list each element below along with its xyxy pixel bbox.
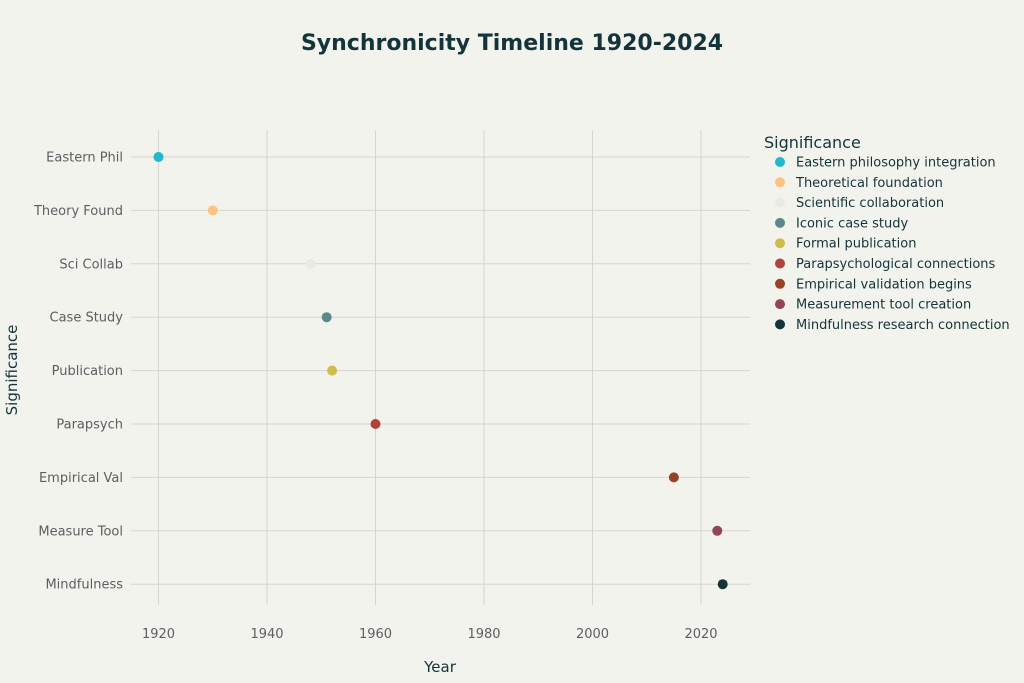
legend-label: Mindfulness research connection (796, 318, 1010, 333)
legend-marker (775, 299, 785, 310)
legend: Significance Eastern philosophy integrat… (764, 133, 1010, 333)
legend-marker (775, 258, 785, 269)
data-point (327, 365, 338, 376)
x-tick-label: 1940 (250, 627, 283, 642)
x-axis-label: Year (423, 658, 457, 676)
data-point (717, 579, 728, 590)
data-point (207, 205, 218, 216)
y-tick-label: Empirical Val (39, 471, 123, 486)
legend-label: Empirical validation begins (796, 277, 972, 292)
legend-label: Eastern philosophy integration (796, 156, 996, 171)
data-point (668, 472, 679, 483)
legend-label: Scientific collaboration (796, 196, 944, 211)
x-tick-label: 1920 (142, 627, 175, 642)
y-axis-label: Significance (3, 325, 21, 416)
data-point (153, 152, 164, 162)
legend-title: Significance (764, 133, 861, 152)
y-tick-label: Parapsych (56, 418, 123, 433)
legend-marker (775, 278, 785, 289)
legend-marker (775, 197, 785, 208)
y-gridlines (131, 156, 750, 585)
legend-label: Formal publication (796, 237, 916, 252)
x-tick-label: 1980 (467, 627, 500, 642)
y-tick-label: Case Study (50, 311, 124, 326)
y-tick-label: Mindfulness (45, 578, 123, 593)
data-points (153, 152, 728, 590)
y-tick-label: Sci Collab (59, 257, 123, 272)
x-tick-label: 2000 (576, 627, 609, 642)
data-point (305, 258, 316, 269)
data-point (370, 419, 381, 429)
legend-label: Theoretical foundation (795, 176, 943, 191)
y-tick-label: Eastern Phil (46, 151, 123, 166)
y-tick-label: Measure Tool (38, 524, 123, 539)
y-tick-label: Publication (52, 364, 123, 379)
data-point (712, 525, 723, 536)
x-tick-labels: 1920 1940 1960 1980 2000 2020 (142, 627, 718, 642)
legend-marker (775, 177, 785, 188)
data-point (321, 312, 332, 323)
legend-marker (775, 217, 785, 228)
x-gridlines (158, 130, 702, 605)
chart-title: Synchronicity Timeline 1920-2024 (301, 31, 723, 56)
y-tick-label: Theory Found (33, 204, 123, 219)
y-tick-labels: Eastern Phil Theory Found Sci Collab Case S… (33, 151, 123, 593)
legend-marker (775, 157, 785, 167)
legend-marker (775, 238, 785, 249)
x-tick-label: 1960 (359, 627, 392, 642)
legend-marker (775, 319, 785, 330)
legend-label: Parapsychological connections (796, 257, 996, 272)
legend-label: Iconic case study (796, 216, 908, 231)
x-tick-label: 2020 (684, 627, 717, 642)
legend-label: Measurement tool creation (796, 298, 971, 313)
